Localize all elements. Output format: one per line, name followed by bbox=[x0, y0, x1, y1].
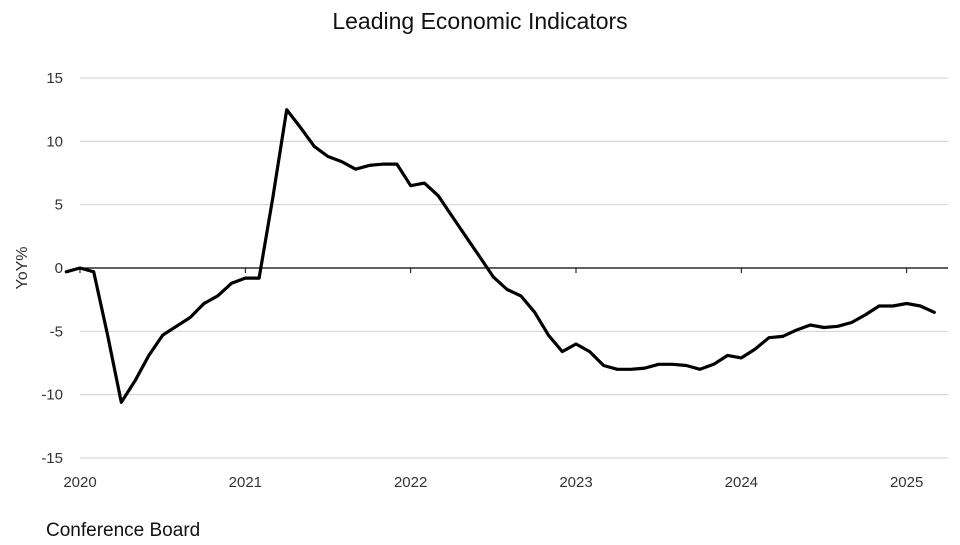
x-tick-label: 2025 bbox=[890, 474, 923, 491]
series-line bbox=[64, 108, 936, 404]
x-axis-ticks: 2020 2021 2022 2023 2024 2025 bbox=[63, 268, 923, 491]
x-tick-label: 2021 bbox=[229, 474, 262, 491]
y-tick-label: -5 bbox=[50, 323, 63, 340]
chart-title: Leading Economic Indicators bbox=[332, 8, 628, 34]
y-tick-label: -15 bbox=[41, 450, 63, 467]
x-tick-label: 2023 bbox=[559, 474, 592, 491]
y-tick-label: -10 bbox=[41, 387, 63, 404]
y-tick-label: 10 bbox=[46, 133, 63, 150]
x-tick-label: 2022 bbox=[394, 474, 427, 491]
series-layer bbox=[64, 108, 936, 404]
x-tick-label: 2024 bbox=[725, 474, 758, 491]
y-axis-label: YoY% bbox=[14, 247, 31, 290]
y-axis-ticks: 15 10 5 0 -5 -10 -15 bbox=[41, 70, 63, 467]
source-label: Conference Board bbox=[46, 520, 201, 541]
y-tick-label: 0 bbox=[55, 260, 63, 277]
y-tick-label: 5 bbox=[55, 197, 63, 214]
gridlines bbox=[80, 77, 948, 459]
y-tick-label: 15 bbox=[46, 70, 63, 87]
x-tick-label: 2020 bbox=[63, 474, 96, 491]
